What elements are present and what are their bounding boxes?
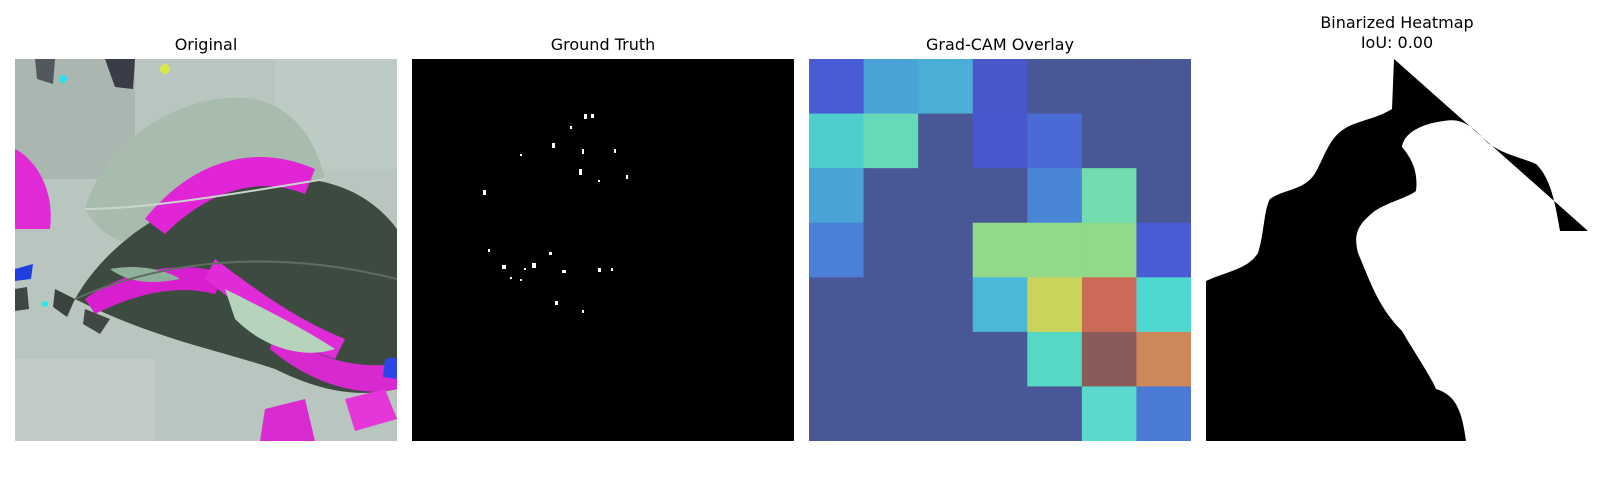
heatmap-cell [809,331,865,387]
binarized-heatmap-panel [1206,59,1588,441]
heatmap-cell [972,386,1028,441]
heatmap-cell [1136,59,1191,115]
heatmap-cell [809,277,865,333]
binarized-heatmap-title: Binarized Heatmap IoU: 0.00 [1206,13,1588,53]
heatmap-cell [1081,222,1137,278]
gradcam-overlay-panel [809,59,1191,441]
heatmap-cell [1081,277,1137,333]
heatmap-cell [1027,113,1083,169]
gradcam-heatmap [809,59,1191,441]
heatmap-cell [809,168,865,224]
heatmap-cell [1081,168,1137,224]
iou-score: IoU: 0.00 [1360,33,1434,52]
heatmap-cell [809,222,865,278]
heatmap-cell [1136,386,1191,441]
heatmap-cell [1081,331,1137,387]
heatmap-cell [972,222,1028,278]
heatmap-cell [972,331,1028,387]
binarized-heatmap-mask [1206,59,1588,441]
heatmap-cell [1027,386,1083,441]
heatmap-cell [918,277,974,333]
heatmap-cell [918,113,974,169]
heatmap-cell [1027,222,1083,278]
original-leaf-image [15,59,397,441]
heatmap-cell [809,386,865,441]
heatmap-cell [1027,168,1083,224]
heatmap-cell [863,59,919,115]
heatmap-cell [863,331,919,387]
heatmap-cell [918,168,974,224]
heatmap-cell [918,386,974,441]
heatmap-cell [1136,222,1191,278]
heatmap-cell [918,222,974,278]
binarized-heatmap-title-line: Binarized Heatmap [1320,13,1474,32]
heatmap-cell [972,168,1028,224]
heatmap-cell [1081,113,1137,169]
heatmap-cell [1027,277,1083,333]
heatmap-cell [918,331,974,387]
heatmap-cell [1136,277,1191,333]
heatmap-cell [1136,331,1191,387]
ground-truth-mask [412,59,794,441]
original-image-panel [15,59,397,441]
heatmap-cell [809,59,865,115]
heatmap-cell [972,277,1028,333]
heatmap-cell [863,222,919,278]
heatmap-cell [918,59,974,115]
gradcam-overlay-title: Grad-CAM Overlay [926,35,1074,54]
ground-truth-title: Ground Truth [550,35,656,54]
original-title: Original [174,35,238,54]
heatmap-cell [863,277,919,333]
heatmap-cell [1136,168,1191,224]
heatmap-cell [1027,331,1083,387]
heatmap-cell [972,59,1028,115]
heatmap-cell [863,113,919,169]
heatmap-cell [1081,59,1137,115]
heatmap-cell [809,113,865,169]
heatmap-cell [1027,59,1083,115]
heatmap-cell [863,386,919,441]
heatmap-cell [972,113,1028,169]
ground-truth-panel [412,59,794,441]
heatmap-cell [1136,113,1191,169]
heatmap-cell [863,168,919,224]
heatmap-cell [1081,386,1137,441]
